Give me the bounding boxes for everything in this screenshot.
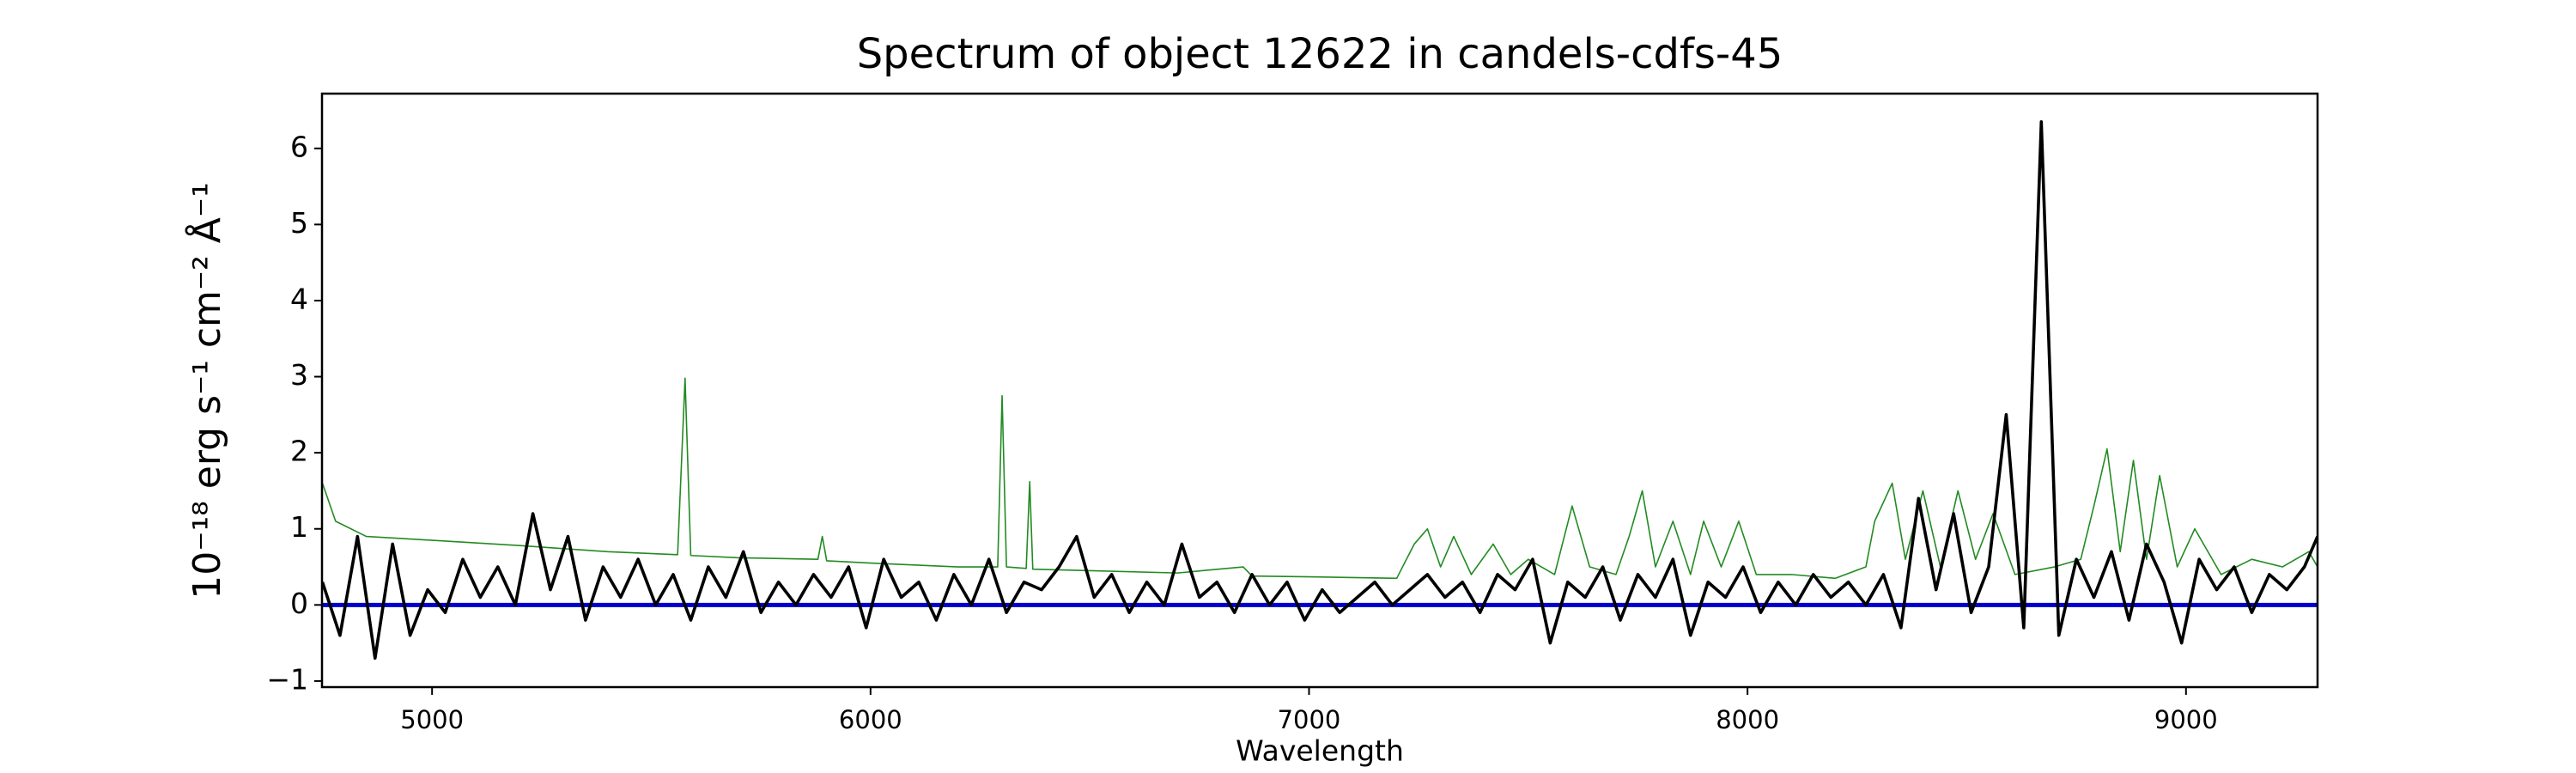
- x-tick-label: 7000: [1278, 705, 1341, 734]
- y-axis-label: 10⁻¹⁸ erg s⁻¹ cm⁻² Å⁻¹: [184, 182, 229, 599]
- x-axis-label: Wavelength: [1236, 734, 1404, 768]
- chart-title: Spectrum of object 12622 in candels-cdfs…: [857, 30, 1783, 78]
- spectrum-line: [322, 377, 2318, 580]
- spectrum-line: [322, 119, 2318, 660]
- y-tick-label: 4: [290, 282, 308, 315]
- plot-area: [322, 119, 2318, 660]
- axes-frame: [320, 92, 2319, 689]
- x-tick-label: 8000: [1716, 705, 1779, 734]
- y-tick-label: 3: [290, 358, 308, 392]
- y-tick-label: 6: [290, 130, 308, 163]
- x-tick-label: 6000: [839, 705, 902, 734]
- y-tick-label: −1: [266, 662, 308, 696]
- y-tick-label: 5: [290, 206, 308, 240]
- y-tick-label: 1: [290, 510, 308, 544]
- y-tick-label: 2: [290, 435, 308, 468]
- x-tick-label: 9000: [2154, 705, 2218, 734]
- y-tick-label: 0: [290, 587, 308, 620]
- x-tick-label: 5000: [400, 705, 464, 734]
